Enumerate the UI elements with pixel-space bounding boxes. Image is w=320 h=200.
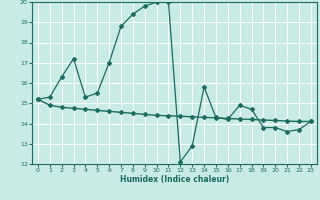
X-axis label: Humidex (Indice chaleur): Humidex (Indice chaleur): [120, 175, 229, 184]
